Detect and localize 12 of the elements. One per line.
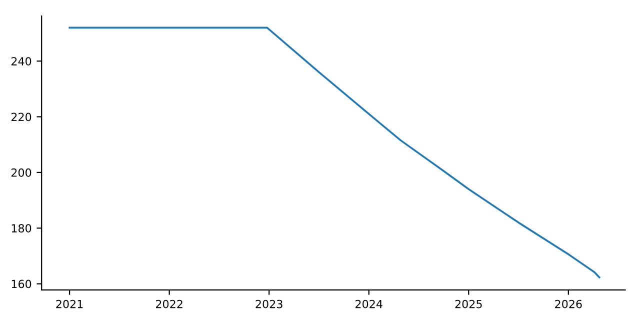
y-tick-label: 240 [11, 57, 32, 66]
x-tick-label: 2024 [356, 300, 382, 308]
x-tick-label: 2025 [455, 300, 482, 308]
x-tick-label: 2022 [156, 300, 182, 308]
x-tick-label: 2023 [256, 300, 282, 308]
y-tick-label: 180 [12, 224, 32, 232]
y-tick-label: 200 [11, 168, 32, 177]
y-tick-label: 220 [11, 112, 32, 122]
y-tick-label: 160 [12, 280, 32, 288]
line-series [68, 26, 600, 278]
x-tick-label: 2021 [56, 300, 83, 308]
x-tick-label: 2026 [555, 300, 582, 308]
